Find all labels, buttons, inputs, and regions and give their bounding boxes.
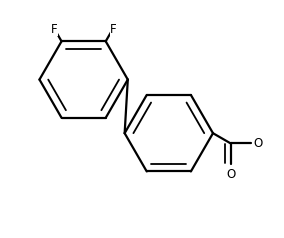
Text: F: F [51,23,58,35]
Text: O: O [254,137,263,150]
Text: O: O [226,168,235,181]
Text: F: F [110,23,116,35]
